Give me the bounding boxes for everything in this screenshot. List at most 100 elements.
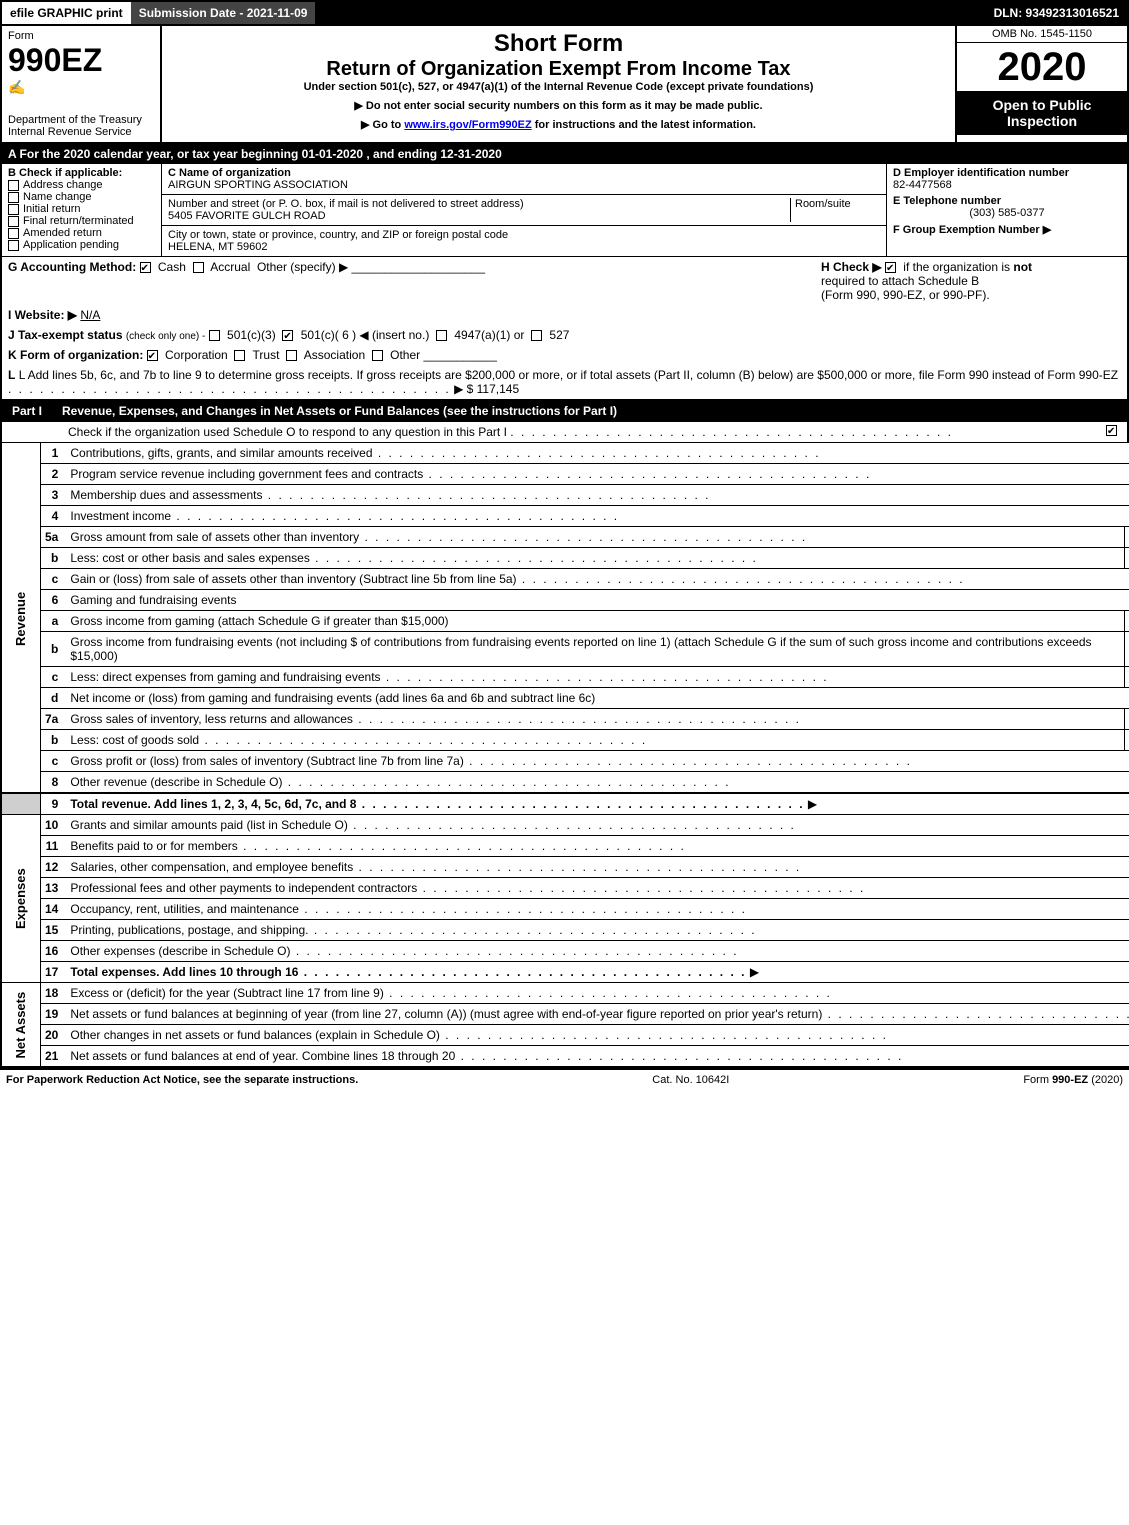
checkbox-icon[interactable] [193,262,204,273]
l-amount: ▶ $ 117,145 [454,382,519,396]
line-i: I Website: ▶ N/A [0,305,1129,325]
row-desc: Investment income [70,509,619,523]
row-desc: Total revenue. Add lines 1, 2, 3, 4, 5c,… [70,797,804,811]
part1-table: Revenue 1 Contributions, gifts, grants, … [0,443,1129,1068]
cat-no: Cat. No. 10642I [652,1074,729,1086]
goto-line: ▶ Go to www.irs.gov/Form990EZ for instru… [170,118,947,131]
efile-print[interactable]: efile GRAPHIC print [2,2,131,24]
row-desc: Excess or (deficit) for the year (Subtra… [70,986,832,1000]
dln: DLN: 93492313016521 [986,2,1127,24]
table-row: a Gross income from gaming (attach Sched… [1,611,1129,632]
checkbox-icon [8,216,19,227]
form-word: Form [8,30,154,42]
row-desc: Professional fees and other payments to … [70,881,865,895]
b-opt-3[interactable]: Final return/terminated [8,215,155,227]
table-row: b Less: cost or other basis and sales ex… [1,548,1129,569]
f-group-label: F Group Exemption Number ▶ [893,223,1121,236]
org-name: AIRGUN SPORTING ASSOCIATION [168,179,880,191]
table-row: 4 Investment income 4 [1,506,1129,527]
checkbox-icon[interactable] [436,330,447,341]
row-desc: Less: cost or other basis and sales expe… [70,551,758,565]
omb-number: OMB No. 1545-1150 [957,26,1127,43]
table-row: 12 Salaries, other compensation, and emp… [1,857,1129,878]
row-desc: Other revenue (describe in Schedule O) [70,775,730,789]
part1-header: Part I Revenue, Expenses, and Changes in… [0,400,1129,422]
table-row: c Gross profit or (loss) from sales of i… [1,751,1129,772]
b-opt-5[interactable]: Application pending [8,239,155,251]
tax-year: 2020 [957,43,1127,91]
table-row: 11 Benefits paid to or for members 11 [1,836,1129,857]
arrow-icon: ▶ [750,965,759,979]
checkbox-icon[interactable] [282,330,293,341]
checkbox-icon[interactable] [372,350,383,361]
bcde-grid: B Check if applicable: Address change Na… [0,164,1129,257]
checkbox-icon [8,180,19,191]
table-row: 5a Gross amount from sale of assets othe… [1,527,1129,548]
checkbox-icon[interactable] [209,330,220,341]
b-opt-4[interactable]: Amended return [8,227,155,239]
b-opt-1[interactable]: Name change [8,191,155,203]
e-phone-label: E Telephone number [893,195,1121,207]
submission-date: Submission Date - 2021-11-09 [131,2,316,24]
checkbox-icon[interactable] [234,350,245,361]
part1-tag: Part I [2,400,52,422]
g-cash: Cash [158,260,186,274]
checkbox-icon[interactable] [885,262,896,273]
table-row: Revenue 1 Contributions, gifts, grants, … [1,443,1129,464]
irs-link[interactable]: www.irs.gov/Form990EZ [404,119,531,131]
table-row: 20 Other changes in net assets or fund b… [1,1025,1129,1046]
i-label: I Website: ▶ [8,308,77,322]
l-text: L Add lines 5b, 6c, and 7b to line 9 to … [19,368,1118,382]
dept-irs: Internal Revenue Service [8,126,154,138]
table-row: Net Assets 18 Excess or (deficit) for th… [1,983,1129,1004]
b-opt-2[interactable]: Initial return [8,203,155,215]
table-row: 16 Other expenses (describe in Schedule … [1,941,1129,962]
paperwork-notice: For Paperwork Reduction Act Notice, see … [6,1074,358,1086]
checkbox-icon[interactable] [1106,425,1117,436]
row-desc: Membership dues and assessments [70,488,710,502]
checkbox-icon[interactable] [140,262,151,273]
line-gh: G Accounting Method: Cash Accrual Other … [0,257,1129,305]
row-desc: Net income or (loss) from gaming and fun… [70,691,595,705]
part1-title: Revenue, Expenses, and Changes in Net As… [52,400,1127,422]
return-title: Return of Organization Exempt From Incom… [170,58,947,81]
line-k: K Form of organization: Corporation Trus… [0,345,1129,365]
phone-value: (303) 585-0377 [893,207,1121,219]
row-desc: Net assets or fund balances at end of ye… [70,1049,903,1063]
g-other: Other (specify) ▶ [257,260,348,274]
table-row: b Gross income from fundraising events (… [1,632,1129,667]
checkbox-icon[interactable] [286,350,297,361]
box-b-title: B Check if applicable: [8,167,155,179]
row-desc: Grants and similar amounts paid (list in… [70,818,796,832]
short-form-title: Short Form [170,30,947,58]
netassets-vlabel: Net Assets [1,983,41,1068]
row-desc: Occupancy, rent, utilities, and maintena… [70,902,747,916]
row-desc: Less: direct expenses from gaming and fu… [70,670,828,684]
row-desc: Contributions, gifts, grants, and simila… [70,446,820,460]
table-row: 13 Professional fees and other payments … [1,878,1129,899]
dept-treasury: Department of the Treasury [8,114,154,126]
table-row: 9 Total revenue. Add lines 1, 2, 3, 4, 5… [1,793,1129,815]
checkbox-icon [8,240,19,251]
checkbox-icon[interactable] [147,350,158,361]
form-number: 990EZ [8,42,154,79]
org-city: HELENA, MT 59602 [168,241,880,253]
checkbox-icon[interactable] [531,330,542,341]
row-desc: Printing, publications, postage, and shi… [70,923,756,937]
b-opt-0[interactable]: Address change [8,179,155,191]
row-desc: Gross income from fundraising events (no… [70,635,1091,663]
checkbox-icon [8,192,19,203]
expenses-vlabel: Expenses [1,815,41,983]
row-desc: Program service revenue including govern… [70,467,871,481]
line-a: A For the 2020 calendar year, or tax yea… [0,144,1129,164]
table-row: b Less: cost of goods sold 7b 0 [1,730,1129,751]
row-desc: Gaming and fundraising events [70,593,236,607]
header-left: Form 990EZ ✍ Department of the Treasury … [2,26,162,142]
row-desc: Gross amount from sale of assets other t… [70,530,807,544]
row-desc: Benefits paid to or for members [70,839,685,853]
row-desc: Other expenses (describe in Schedule O) [70,944,738,958]
g-accrual: Accrual [210,260,250,274]
table-row: 14 Occupancy, rent, utilities, and maint… [1,899,1129,920]
row-desc: Gross income from gaming (attach Schedul… [70,614,448,628]
table-row: 8 Other revenue (describe in Schedule O)… [1,772,1129,794]
